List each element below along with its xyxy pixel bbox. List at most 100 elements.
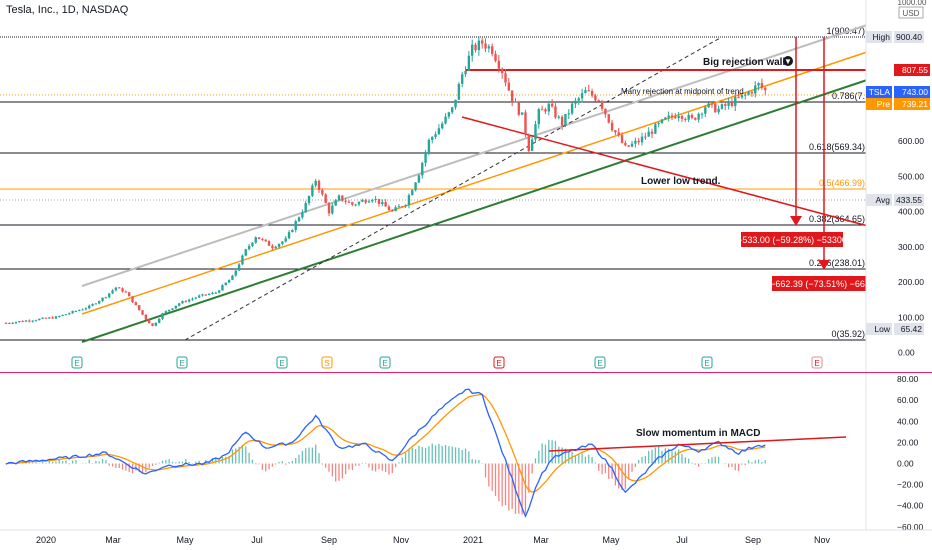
candle-body (244, 249, 247, 256)
chart-title: Tesla, Inc., 1D, NASDAQ (6, 4, 129, 16)
candle-body (207, 293, 211, 295)
candle-body (411, 190, 414, 196)
candle-body (690, 114, 694, 118)
candle-body (141, 310, 144, 315)
candle-body (674, 116, 677, 119)
price-tick: 100.00 (898, 312, 924, 322)
macd-signal-line (5, 394, 766, 493)
candle-body (264, 239, 267, 242)
candle-body (71, 311, 74, 314)
lower-low-trend-line (461, 116, 869, 227)
candle-body (34, 320, 38, 322)
event-marker-label: E (279, 359, 284, 368)
price-tick: 500.00 (898, 171, 924, 181)
candle-body (584, 90, 587, 94)
candle-body (331, 205, 334, 214)
candle-body (327, 203, 331, 214)
candle-body (617, 132, 620, 136)
candle-body (191, 298, 194, 300)
candle-body (694, 117, 697, 120)
midpoint-annotation: Many rejection at midpoint of trend (621, 87, 744, 96)
candle-body (417, 175, 421, 183)
candles (4, 36, 767, 327)
upper-channel-line (81, 17, 889, 287)
pane-divider[interactable] (0, 372, 932, 373)
candle-body (344, 200, 347, 202)
candle-body (391, 210, 394, 212)
price-tick: 300.00 (898, 242, 924, 252)
candle-body (58, 316, 61, 318)
fib-level-label: 0(35.92) (831, 329, 865, 339)
time-axis-tick: Sep (745, 535, 761, 545)
candle-body (580, 93, 584, 99)
candle-body (447, 112, 451, 117)
candle-body (620, 135, 624, 143)
candle-body (14, 321, 18, 324)
time-axis-tick: Mar (533, 535, 549, 545)
candle-body (607, 114, 610, 123)
fib-level-label: 0.618(569.34) (809, 142, 865, 152)
high-value: 900.40 (896, 32, 922, 42)
candle-body (174, 305, 178, 309)
candle-body (48, 317, 51, 319)
candle-body (8, 322, 11, 324)
candle-body (540, 109, 544, 111)
candle-body (517, 101, 521, 115)
candle-body (78, 309, 81, 311)
candle-body (108, 293, 111, 298)
candle-body (274, 246, 277, 249)
candle-body (441, 123, 444, 129)
candle-body (144, 314, 148, 320)
candle-body (267, 241, 271, 246)
candle-body (637, 140, 640, 143)
candle-body (74, 310, 78, 312)
candle-body (444, 116, 447, 124)
price-tick: 200.00 (898, 277, 924, 287)
candle-body (374, 198, 377, 200)
candle-body (367, 201, 371, 203)
macd-tick: −20.00 (897, 480, 924, 490)
candle-body (560, 116, 564, 126)
candle-body (544, 109, 547, 112)
macd-tick: −60.00 (897, 522, 924, 532)
candle-body (177, 303, 181, 306)
candle-body (314, 180, 317, 186)
measure-label-2: −662.39 (−73.51%) −66239 (770, 279, 880, 289)
candle-body (297, 217, 301, 222)
candle-body (600, 101, 604, 109)
candle-body (51, 317, 54, 319)
price-tick: 0.00 (898, 348, 915, 358)
candle-body (361, 200, 364, 202)
candle-body (630, 143, 634, 147)
candle-body (404, 205, 407, 207)
candle-body (54, 316, 58, 319)
candle-body (41, 317, 44, 319)
candle-body (118, 287, 121, 289)
low-value-bg (894, 323, 924, 335)
candle-body (660, 119, 664, 124)
low-value: 65.42 (901, 324, 923, 334)
candle-body (64, 314, 68, 316)
candle-body (88, 305, 91, 309)
candle-body (577, 98, 580, 101)
candle-body (301, 212, 304, 218)
candle-body (707, 103, 710, 108)
candle-body (644, 136, 647, 138)
candle-body (680, 116, 684, 119)
candle-body (291, 229, 294, 233)
candle-body (490, 46, 494, 54)
candle-body (31, 320, 34, 322)
candle-body (744, 94, 747, 96)
candle-body (354, 204, 357, 206)
candle-body (194, 297, 198, 299)
candle-body (214, 292, 217, 294)
candle-body (670, 115, 674, 117)
candle-body (204, 294, 207, 296)
event-marker-label: E (597, 359, 602, 368)
avg-label: Avg (876, 195, 891, 205)
candle-body (317, 180, 321, 191)
candle-body (727, 101, 730, 106)
candle-body (161, 313, 164, 319)
candle-body (477, 40, 481, 51)
